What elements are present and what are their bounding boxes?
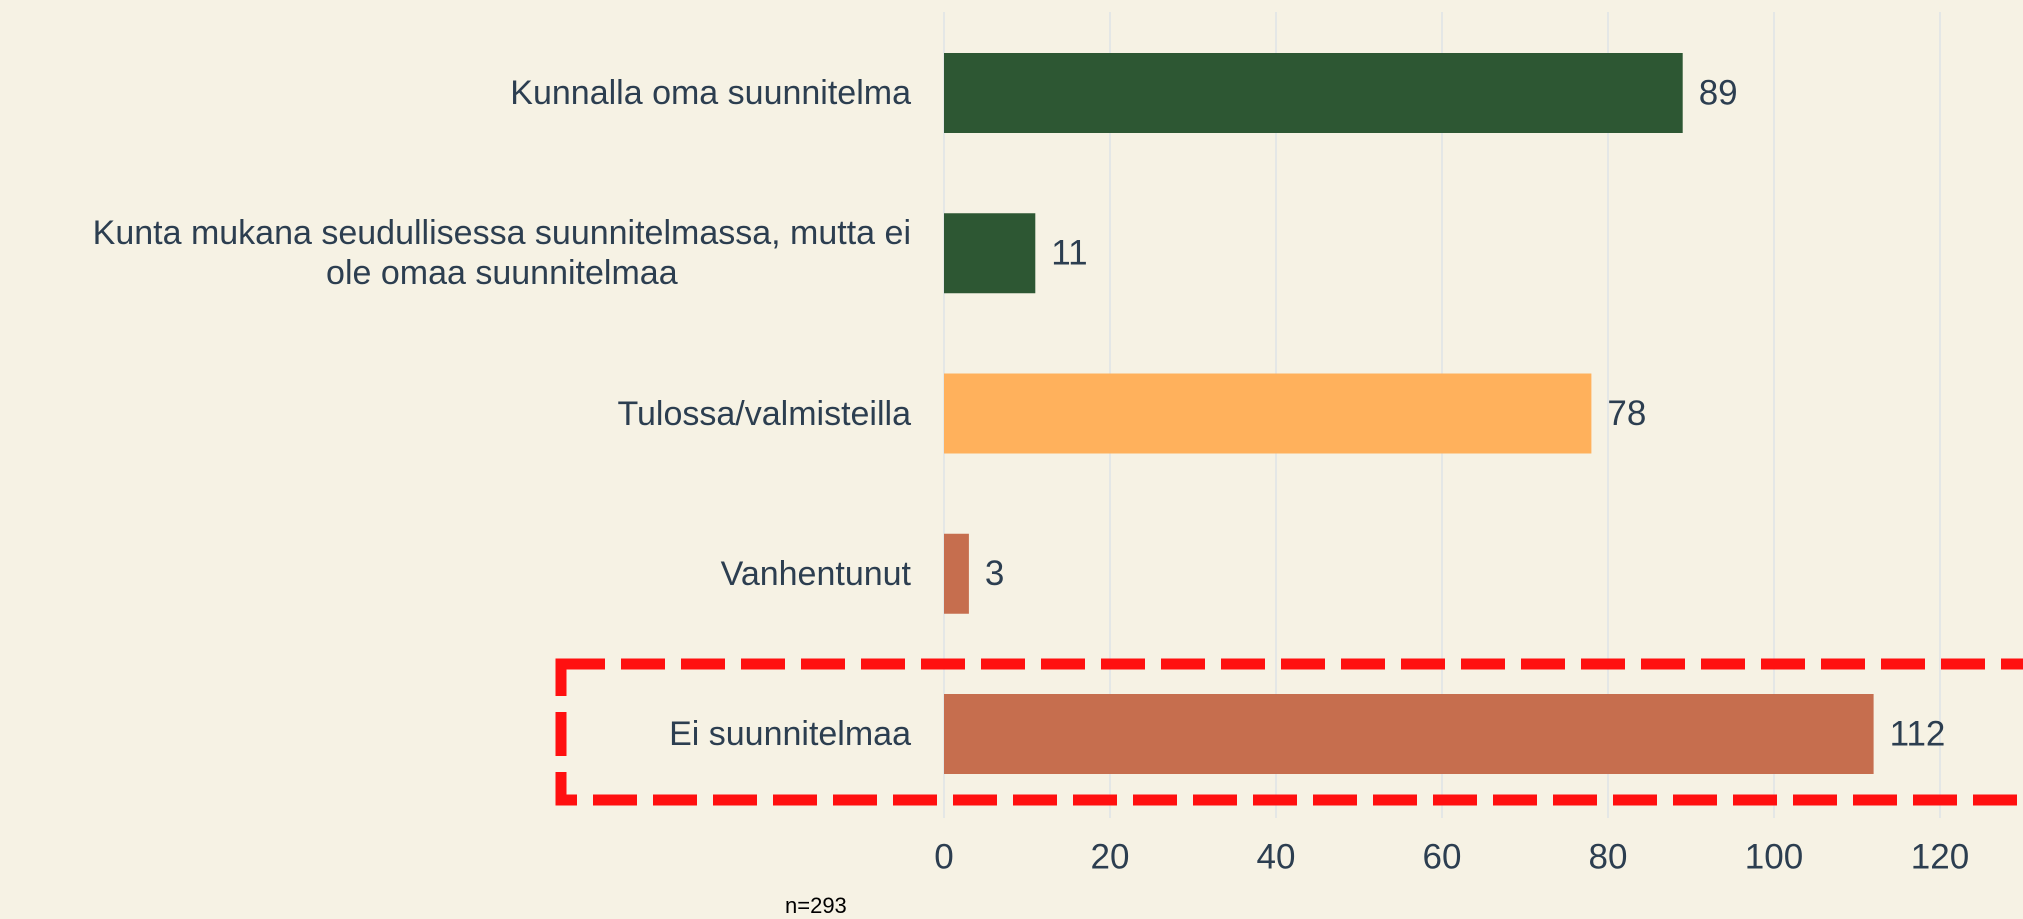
x-tick-label: 100 [1745,837,1803,876]
value-label: 11 [1051,234,1087,273]
bar [944,533,969,614]
value-label: 89 [1699,73,1738,112]
bar [944,373,1592,454]
value-label: 3 [985,554,1004,593]
bar [944,213,1036,294]
value-label: 78 [1607,394,1646,433]
value-label: 112 [1890,714,1946,753]
x-tick-label: 40 [1257,837,1296,876]
x-tick-label: 20 [1091,837,1130,876]
category-label: Tulossa/valmisteilla [617,394,912,433]
bars [944,53,1874,774]
x-tick-label: 0 [934,837,953,876]
category-label: Kunta mukana seudullisessa suunnitelmass… [92,214,911,293]
bar [944,53,1683,133]
category-label: Kunnalla oma suunnitelma [510,74,911,112]
highlight-box [555,658,2023,806]
sample-size-note: n=293 [785,893,847,918]
category-label: Ei suunnitelmaa [669,715,911,753]
x-tick-label: 80 [1589,837,1628,876]
bar [944,694,1874,774]
x-tick-label: 60 [1423,837,1462,876]
category-label: Vanhentunut [720,554,911,593]
x-tick-label: 120 [1911,837,1969,876]
